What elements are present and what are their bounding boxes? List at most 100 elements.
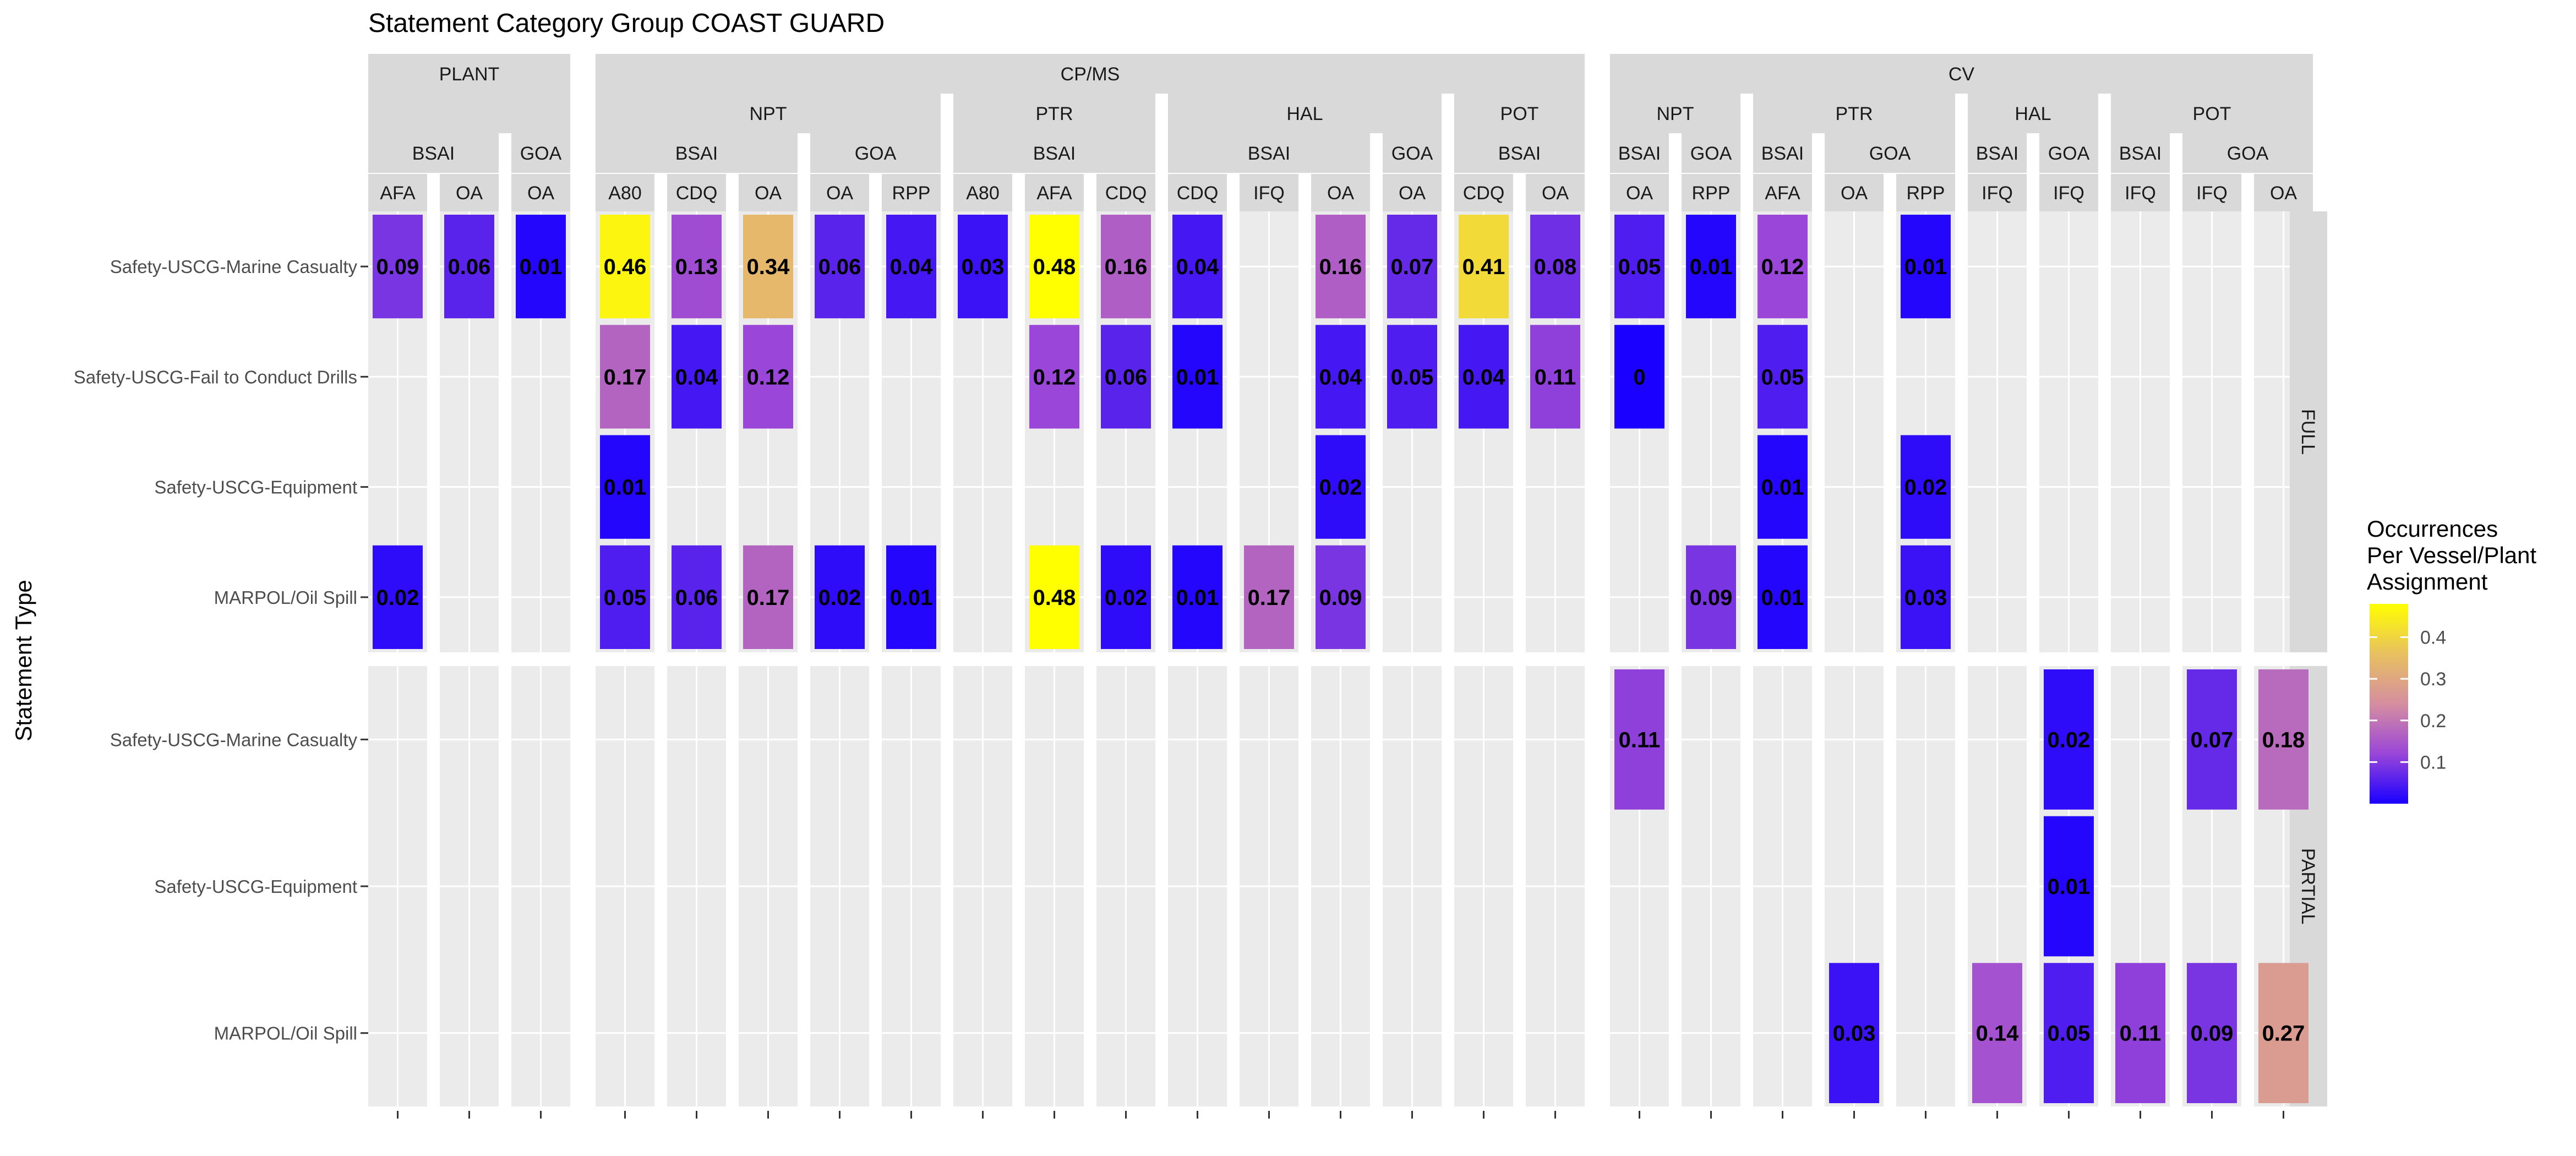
region-label: BSAI <box>1248 143 1290 164</box>
subgroup-label: HAL <box>2015 103 2051 124</box>
panel-strip-label: PARTIAL <box>2297 848 2318 925</box>
heat-tile <box>1172 325 1222 429</box>
column-label: A80 <box>608 183 642 204</box>
tile-value-label: 0.16 <box>1105 255 1148 279</box>
column-strip <box>667 174 726 211</box>
tile-value-label: 0.46 <box>604 255 647 279</box>
subgroup-strip <box>1968 94 2098 133</box>
region-strip <box>1682 133 1740 173</box>
subgroup-label: PTR <box>1036 103 1073 124</box>
column-strip <box>882 174 941 211</box>
region-strip <box>1454 133 1585 173</box>
region-strip <box>953 133 1155 173</box>
column-strip <box>1610 174 1669 211</box>
subgroup-label: POT <box>2193 103 2231 124</box>
tile-value-label: 0.05 <box>1618 255 1661 279</box>
heat-tile <box>600 435 650 539</box>
column-strip <box>953 174 1012 211</box>
heat-tile <box>1101 215 1151 319</box>
heat-tile <box>958 215 1008 319</box>
column-label: CDQ <box>1177 183 1219 204</box>
heat-tile <box>1316 325 1366 429</box>
heat-tile <box>672 325 722 429</box>
column-label: AFA <box>1036 183 1072 204</box>
region-strip <box>2039 133 2098 173</box>
region-strip <box>511 133 570 173</box>
heat-tile <box>886 215 936 319</box>
column-label: RPP <box>1907 183 1945 204</box>
heat-tile <box>600 545 650 649</box>
column-label: OA <box>527 183 554 204</box>
column-label: OA <box>2270 183 2297 204</box>
legend-title-line: Occurrences <box>2367 516 2498 542</box>
tile-value-label: 0.03 <box>1833 1022 1876 1046</box>
tile-value-label: 0.01 <box>1176 365 1219 389</box>
heat-tile <box>1244 545 1294 649</box>
subgroup-label: PTR <box>1836 103 1873 124</box>
tile-value-label: 0.17 <box>604 365 647 389</box>
heat-tile <box>1530 215 1580 319</box>
column-strip <box>2111 174 2170 211</box>
tile-value-label: 0.02 <box>1105 586 1148 610</box>
column-strip <box>1968 174 2027 211</box>
subgroup-strip <box>2111 94 2313 133</box>
tile-value-label: 0.34 <box>747 255 790 279</box>
region-strip <box>1168 133 1370 173</box>
legend-title-line: Per Vessel/Plant <box>2367 542 2537 568</box>
tile-value-label: 0.08 <box>1534 255 1577 279</box>
tile-value-label: 0.01 <box>1176 586 1219 610</box>
heat-tile <box>743 215 793 319</box>
tile-value-label: 0.01 <box>890 586 933 610</box>
region-label: GOA <box>1391 143 1433 164</box>
region-strip <box>1968 133 2027 173</box>
column-label: RPP <box>1692 183 1731 204</box>
column-label: OA <box>456 183 483 204</box>
column-label: OA <box>1327 183 1354 204</box>
column-strip <box>1753 174 1812 211</box>
tile-value-label: 0.09 <box>1690 586 1733 610</box>
column-strip <box>810 174 869 211</box>
group-label: PLANT <box>439 64 500 85</box>
region-label: BSAI <box>1976 143 2018 164</box>
tile-value-label: 0.01 <box>1904 255 1947 279</box>
tile-value-label: 0.06 <box>448 255 491 279</box>
panels-layer: Safety-USCG-Marine Casualty Safety-USCG-F… <box>74 54 2327 1119</box>
tile-value-label: 0.48 <box>1033 586 1076 610</box>
tile-value-label: 0.12 <box>747 365 790 389</box>
heat-tile <box>2258 963 2308 1103</box>
tile-value-label: 0.07 <box>1391 255 1434 279</box>
column-strip <box>596 174 654 211</box>
tile-value-label: 0.07 <box>2191 728 2234 752</box>
column-label: OA <box>755 183 782 204</box>
tile-value-label: 0.09 <box>2191 1022 2234 1046</box>
subgroup-strip <box>1454 94 1585 133</box>
column-strip <box>1096 174 1155 211</box>
tile-value-label: 0.06 <box>818 255 861 279</box>
tile-value-label: 0.01 <box>520 255 563 279</box>
column-strip <box>1240 174 1298 211</box>
heat-tile <box>444 215 494 319</box>
tile-value-label: 0.18 <box>2262 728 2305 752</box>
subgroup-label: NPT <box>750 103 787 124</box>
heat-tile <box>1387 325 1437 429</box>
tile-value-label: 0.12 <box>1033 365 1076 389</box>
legend-tick-label: 0.1 <box>2420 752 2446 773</box>
column-label: OA <box>826 183 853 204</box>
group-label: CV <box>1949 64 1975 85</box>
subgroup-strip <box>1753 94 1955 133</box>
heat-tile <box>1029 545 1079 649</box>
column-label: OA <box>1542 183 1569 204</box>
column-strip <box>1025 174 1084 211</box>
heat-tile <box>2115 963 2165 1103</box>
tile-value-label: 0.41 <box>1462 255 1505 279</box>
column-strip <box>1454 174 1513 211</box>
heat-tile <box>1686 215 1736 319</box>
tile-value-label: 0.05 <box>1761 365 1804 389</box>
column-strip <box>1825 174 1884 211</box>
region-label: GOA <box>1869 143 1911 164</box>
heat-tile <box>2187 963 2237 1103</box>
heat-tile <box>516 215 566 319</box>
tile-value-label: 0.48 <box>1033 255 1076 279</box>
